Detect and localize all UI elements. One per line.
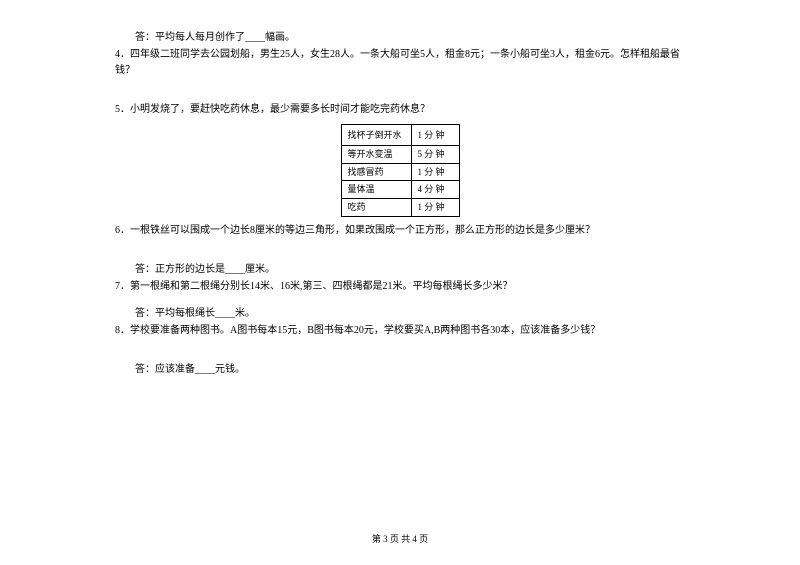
- time-cell: 4 分 钟: [411, 181, 459, 199]
- q6-answer: 答：正方形的边长是____厘米。: [115, 262, 685, 278]
- table-row: 量体温 4 分 钟: [341, 181, 459, 199]
- task-cell: 量体温: [341, 181, 411, 199]
- task-cell: 吃药: [341, 198, 411, 216]
- table-row: 找感冒药 1 分 钟: [341, 163, 459, 181]
- question-8: 8．学校要准备两种图书。A图书每本15元，B图书每本20元，学校要买A,B两种图…: [115, 323, 685, 339]
- question-4: 4．四年级二班同学去公园划船，男生25人，女生28人。一条大船可坐5人，租金8元…: [115, 47, 685, 79]
- time-cell: 1 分 钟: [411, 125, 459, 146]
- question-6: 6．一根铁丝可以围成一个边长8厘米的等边三角形，如果改围成一个正方形，那么正方形…: [115, 223, 685, 239]
- time-cell: 1 分 钟: [411, 163, 459, 181]
- task-cell: 找感冒药: [341, 163, 411, 181]
- page-footer: 第 3 页 共 4 页: [0, 532, 800, 545]
- q3-answer: 答：平均每人每月创作了____幅画。: [115, 30, 685, 46]
- task-cell: 等开水变温: [341, 146, 411, 164]
- task-time-table: 找杯子倒开水 1 分 钟 等开水变温 5 分 钟 找感冒药 1 分 钟 量体温 …: [341, 124, 460, 217]
- document-content: 答：平均每人每月创作了____幅画。 4．四年级二班同学去公园划船，男生25人，…: [115, 30, 685, 378]
- table-row: 等开水变温 5 分 钟: [341, 146, 459, 164]
- question-7: 7．第一根绳和第二根绳分别长14米、16米,第三、四根绳都是21米。平均每根绳长…: [115, 279, 685, 295]
- table-wrapper: 找杯子倒开水 1 分 钟 等开水变温 5 分 钟 找感冒药 1 分 钟 量体温 …: [115, 124, 685, 217]
- table-row: 吃药 1 分 钟: [341, 198, 459, 216]
- q7-answer: 答：平均每根绳长____米。: [115, 306, 685, 322]
- q8-answer: 答：应该准备____元钱。: [115, 362, 685, 378]
- table-row: 找杯子倒开水 1 分 钟: [341, 125, 459, 146]
- task-cell: 找杯子倒开水: [341, 125, 411, 146]
- question-5: 5．小明发烧了，要赶快吃药休息，最少需要多长时间才能吃完药休息？: [115, 102, 685, 118]
- time-cell: 5 分 钟: [411, 146, 459, 164]
- time-cell: 1 分 钟: [411, 198, 459, 216]
